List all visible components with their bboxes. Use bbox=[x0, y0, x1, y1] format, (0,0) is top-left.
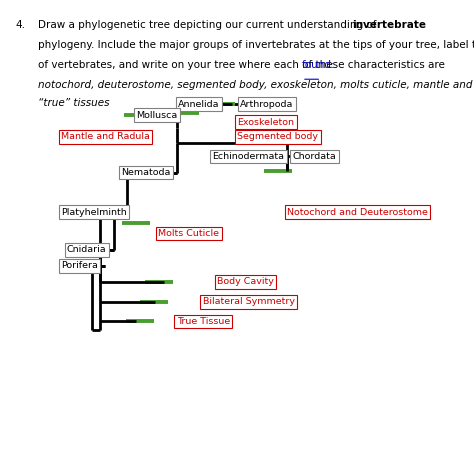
Text: Cnidaria: Cnidaria bbox=[67, 245, 107, 254]
Text: Segmented body: Segmented body bbox=[237, 132, 319, 141]
Text: Echinodermata: Echinodermata bbox=[212, 152, 284, 161]
Text: Molts Cuticle: Molts Cuticle bbox=[158, 229, 219, 238]
Text: Porifera: Porifera bbox=[61, 261, 98, 270]
Text: Mantle and Radula: Mantle and Radula bbox=[61, 132, 150, 141]
Text: Bilateral Symmetry: Bilateral Symmetry bbox=[202, 297, 294, 306]
Text: phylogeny. Include the major groups of invertebrates at the tips of your tree, l: phylogeny. Include the major groups of i… bbox=[38, 40, 474, 50]
Text: invertebrate: invertebrate bbox=[352, 20, 426, 30]
Text: found:: found: bbox=[301, 60, 335, 70]
Text: notochord, deuterostome, segmented body, exoskeleton, molts cuticle, mantle and : notochord, deuterostome, segmented body,… bbox=[38, 80, 474, 90]
Text: Mollusca: Mollusca bbox=[136, 110, 177, 120]
Text: 4.: 4. bbox=[15, 20, 25, 30]
Text: Annelida: Annelida bbox=[178, 100, 219, 109]
Text: of vertebrates, and write on your tree where each of these characteristics are: of vertebrates, and write on your tree w… bbox=[38, 60, 448, 70]
Text: Body Cavity: Body Cavity bbox=[217, 277, 274, 287]
Text: Arthropoda: Arthropoda bbox=[240, 100, 293, 109]
Text: Platyhelminth: Platyhelminth bbox=[61, 207, 127, 217]
Text: Notochord and Deuterostome: Notochord and Deuterostome bbox=[287, 207, 428, 217]
Text: “true” tissues: “true” tissues bbox=[38, 98, 109, 108]
Text: Draw a phylogenetic tree depicting our current understanding of: Draw a phylogenetic tree depicting our c… bbox=[38, 20, 380, 30]
Text: Exoskeleton: Exoskeleton bbox=[237, 118, 294, 127]
Text: Nematoda: Nematoda bbox=[121, 168, 170, 177]
Text: True Tissue: True Tissue bbox=[177, 317, 230, 326]
Text: Chordata: Chordata bbox=[292, 152, 337, 161]
